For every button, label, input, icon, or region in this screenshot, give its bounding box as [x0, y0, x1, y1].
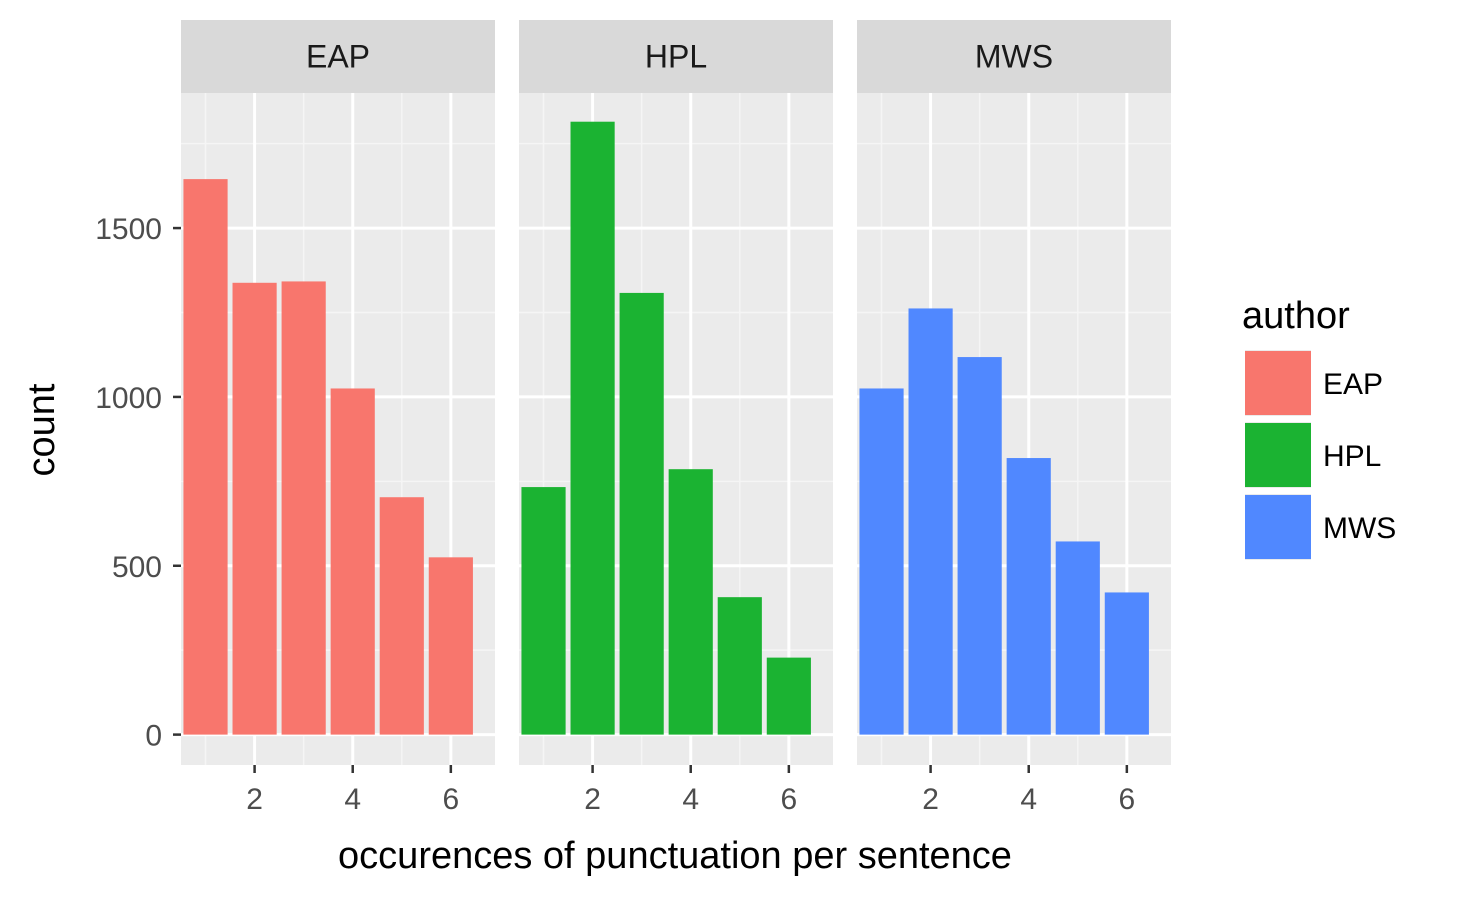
bar-mws-3 [957, 357, 1002, 735]
x-axis-title: occurences of punctuation per sentence [338, 835, 1012, 877]
legend-label: MWS [1323, 512, 1396, 545]
bar-mws-4 [1006, 458, 1051, 735]
x-axes: 2 4 6 2 4 6 2 4 6 [246, 765, 1135, 816]
panel-mws: MWS [857, 20, 1171, 765]
y-tick-label: 1500 [95, 213, 162, 246]
facet-strip-label: EAP [306, 39, 370, 75]
legend-label: HPL [1323, 440, 1381, 473]
bar-mws-5 [1055, 541, 1100, 735]
y-tick-label: 500 [112, 551, 162, 584]
bar-hpl-5 [717, 597, 762, 735]
x-tick-label: 6 [781, 783, 798, 816]
bar-hpl-1 [521, 487, 566, 735]
bar-eap-6 [428, 557, 473, 735]
legend: author EAP HPL MWS [1242, 295, 1396, 560]
x-tick-label: 6 [443, 783, 460, 816]
x-tick-label: 6 [1119, 783, 1136, 816]
bar-eap-4 [330, 388, 375, 735]
facet-strip-label: HPL [645, 39, 707, 75]
x-tick-label: 4 [344, 783, 361, 816]
bar-mws-2 [908, 308, 953, 735]
bar-hpl-3 [619, 292, 664, 735]
bar-eap-2 [232, 282, 277, 735]
bar-eap-1 [183, 179, 228, 735]
legend-label: EAP [1323, 368, 1383, 401]
facet-panels: EAP HPL MWS [181, 20, 1171, 765]
x-tick-label: 2 [922, 783, 939, 816]
legend-title: author [1242, 295, 1350, 337]
bar-hpl-2 [570, 121, 615, 735]
x-tick-label: 2 [246, 783, 263, 816]
bar-hpl-6 [766, 657, 811, 735]
bar-eap-3 [281, 281, 326, 735]
legend-key-hpl [1245, 423, 1311, 487]
facet-strip-label: MWS [975, 39, 1053, 75]
facet-strip [857, 20, 1171, 93]
bar-eap-5 [379, 497, 424, 735]
bar-mws-6 [1104, 592, 1149, 735]
y-axis-title: count [21, 383, 63, 476]
panel-hpl: HPL [519, 20, 833, 765]
y-tick-label: 0 [145, 720, 162, 753]
legend-key-eap [1245, 351, 1311, 415]
x-tick-label: 2 [584, 783, 601, 816]
facet-strip [519, 20, 833, 93]
y-axis: 0 500 1000 1500 [95, 213, 181, 753]
bar-mws-1 [859, 388, 904, 735]
y-tick-label: 1000 [95, 382, 162, 415]
x-tick-label: 4 [1020, 783, 1037, 816]
panel-eap: EAP [181, 20, 495, 765]
legend-key-mws [1245, 495, 1311, 559]
x-tick-label: 4 [682, 783, 699, 816]
facet-strip [181, 20, 495, 93]
bar-hpl-4 [668, 469, 713, 735]
